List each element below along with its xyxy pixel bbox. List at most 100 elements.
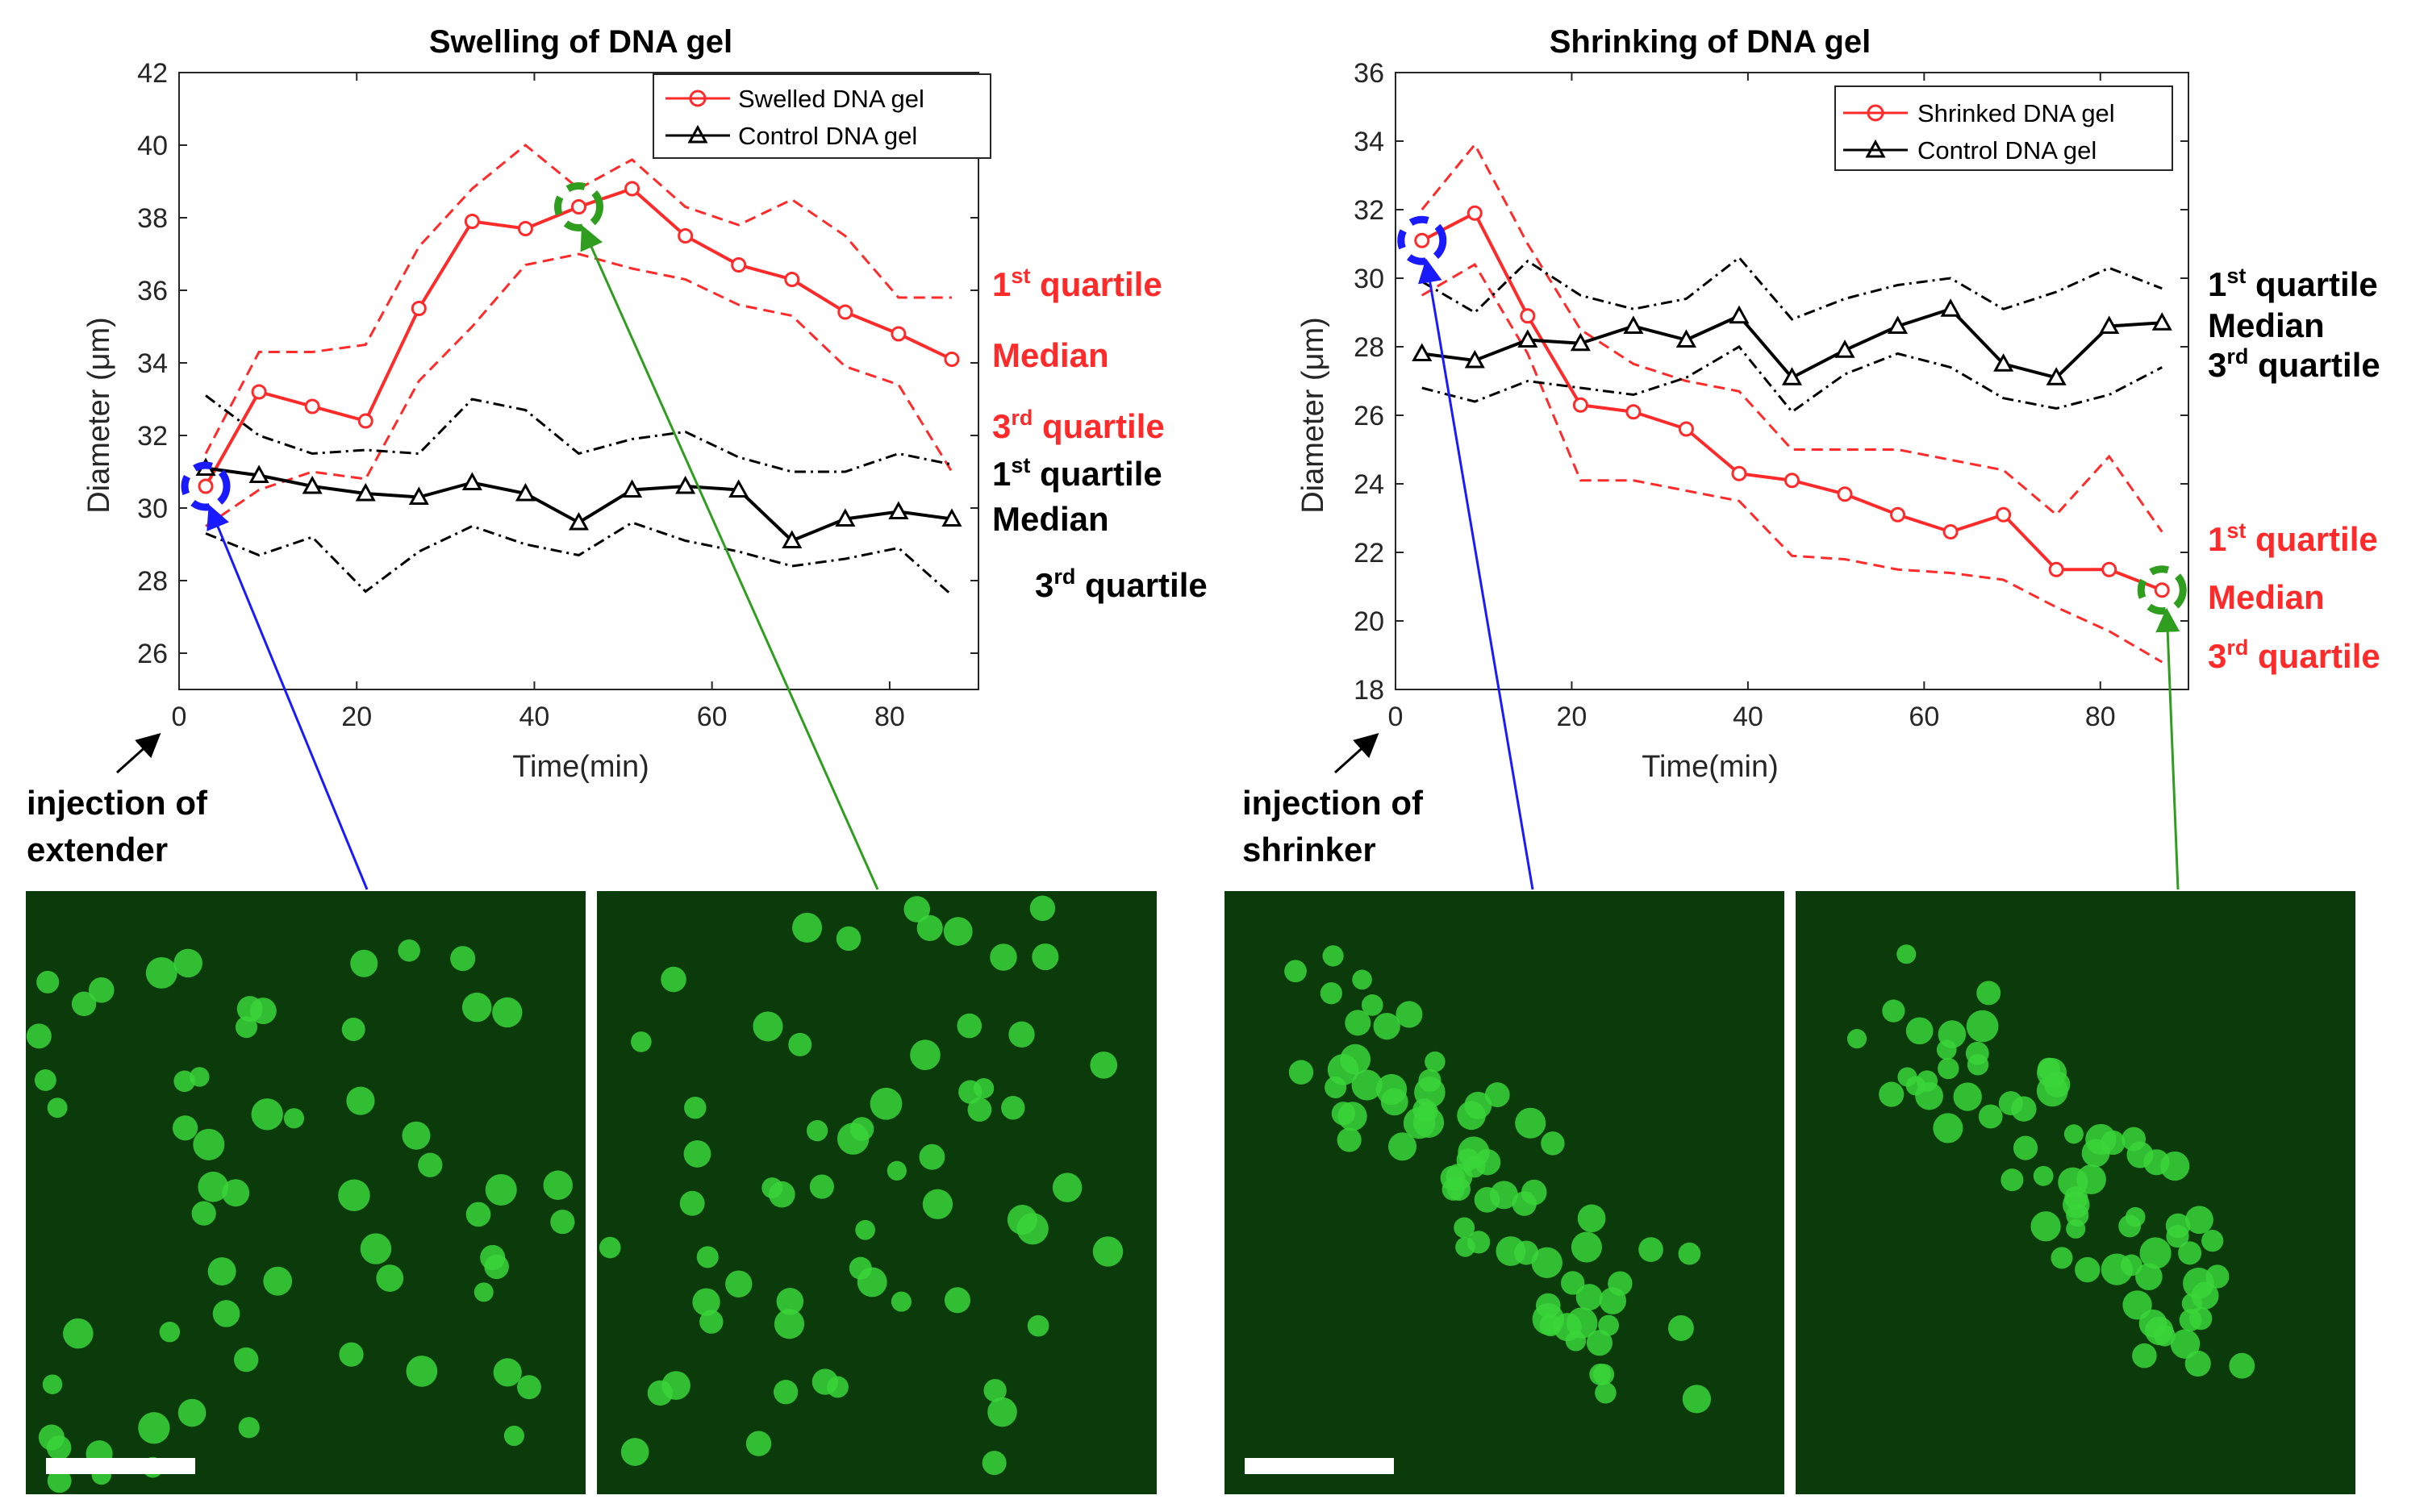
micrograph-bead (1953, 1082, 1982, 1111)
swelling-series-swelled-1st-quartile (204, 144, 952, 455)
micrograph-swelling-end (597, 891, 1157, 1494)
swelling-series-swelled-dna-gel-point (198, 478, 214, 494)
micrograph-bead (620, 1438, 649, 1466)
micrograph-bead (1586, 1330, 1613, 1356)
micrograph-bead (1425, 1051, 1446, 1073)
shrinking-series-shrinked-dna-gel-point (2154, 582, 2170, 598)
micrograph-bead (2145, 1316, 2174, 1346)
micrograph-bead (418, 1152, 443, 1177)
shrinking-series-shrinked-dna-gel-point (1731, 465, 1747, 481)
micrograph-bead (1418, 1068, 1441, 1092)
micrograph-bead (1595, 1381, 1617, 1404)
shrinking-black-median-label: Median (2208, 306, 2325, 344)
micrograph-bead (922, 1189, 953, 1219)
swelling-y-tick-label: 32 (137, 421, 168, 452)
swelling-chart: Swelling of DNA gel 0 20 40 60 80 26 28 30 32 34 3… (27, 24, 1208, 868)
micrograph-row (26, 891, 2355, 1494)
micrograph-bead (647, 1380, 674, 1406)
swelling-black-third-quartile-label: 3rd quartile (1035, 564, 1208, 604)
micrograph-bead (982, 1451, 1007, 1476)
micrograph-bead (1521, 1179, 1547, 1206)
swelling-series-control-dna-gel-point (408, 486, 429, 505)
micrograph-bead (1090, 1051, 1118, 1079)
micrograph-bead (983, 1379, 1007, 1402)
micrograph-bead (2189, 1306, 2213, 1331)
swelling-injection-arrow (115, 732, 161, 774)
micrograph-bead (406, 1356, 438, 1387)
micrograph-bead (1474, 1149, 1501, 1176)
swelling-injection-text-1: injection of (27, 784, 208, 822)
shrinking-y-tick-label: 30 (1354, 264, 1384, 294)
shrinking-series-control-dna-gel-point (2099, 315, 2120, 334)
shrinking-y-tick-label: 36 (1354, 58, 1384, 89)
micrograph-bead (699, 1310, 724, 1334)
micrograph-bead (173, 1070, 196, 1093)
micrograph-bead (811, 1368, 839, 1395)
swelling-black-median-label: Median (992, 500, 1109, 538)
micrograph-bead (891, 1291, 912, 1312)
micrograph-bead (1515, 1107, 1546, 1139)
swelling-start-connector (207, 504, 369, 890)
micrograph-bead (683, 1139, 711, 1168)
swelling-plot-area: 0 20 40 60 80 26 28 30 32 34 36 38 40 42 (137, 58, 979, 732)
shrinking-series-shrinked-dna-gel-point (2101, 561, 2117, 577)
micrograph-bead (249, 998, 277, 1024)
micrograph-bead (492, 997, 523, 1028)
micrograph-bead (71, 991, 97, 1017)
micrograph-bead (692, 1288, 720, 1316)
micrograph-bead (1936, 1039, 1957, 1060)
swelling-series-swelled-dna-gel-point (304, 398, 320, 414)
shrinking-x-tick-label: 60 (1909, 702, 1939, 732)
micrograph-bead (2011, 1096, 2037, 1122)
micrograph-bead (753, 1011, 783, 1042)
micrograph-bead (599, 1236, 621, 1259)
shrinking-injection-arrow (1333, 732, 1379, 774)
micrograph-bead (1092, 1236, 1124, 1267)
swelling-chart-title: Swelling of DNA gel (429, 24, 732, 60)
micrograph-bead (2170, 1329, 2201, 1359)
micrograph-bead (173, 948, 202, 978)
micrograph-bead (1571, 1231, 1602, 1263)
micrograph-bead (903, 896, 930, 923)
micrograph-bead (887, 1160, 907, 1181)
micrograph-bead (967, 1098, 992, 1122)
micrograph-bead (2075, 1256, 2101, 1283)
micrograph-bead (346, 1086, 375, 1115)
shrinking-y-tick-label: 26 (1354, 401, 1384, 431)
micrograph-bead (484, 1254, 509, 1280)
swelling-series-swelled-dna-gel-point (784, 272, 800, 287)
shrinking-series-shrinked-dna-gel-point (1414, 232, 1430, 248)
shrinking-chart-title: Shrinking of DNA gel (1550, 24, 1871, 60)
shrinking-x-tick-label: 80 (2085, 702, 2116, 732)
micrograph-bead (1638, 1237, 1663, 1262)
connector-arrows (207, 225, 2180, 890)
micrograph-bead (1337, 1127, 1362, 1152)
micrograph-bead (1284, 960, 1307, 983)
micrograph-bead (2051, 1247, 2073, 1269)
shrinking-series-control-dna-gel-point (1517, 329, 1538, 348)
micrograph-bead (461, 992, 492, 1023)
swelling-series-control-3rd-quartile (205, 521, 953, 597)
micrograph-bead (849, 1117, 874, 1141)
micrograph-bead (2030, 1211, 2061, 1242)
shrinking-series-shrinked-dna-gel-point (1890, 506, 1906, 523)
micrograph-bead (145, 956, 177, 989)
micrograph-bead (1532, 1303, 1565, 1335)
micrograph-bead (398, 939, 420, 962)
micrograph-bead (212, 1300, 240, 1327)
micrograph-bead (1454, 1217, 1475, 1239)
micrograph-bead (1337, 1102, 1367, 1131)
micrograph-shrinking-end (1796, 891, 2355, 1494)
micrograph-bead (696, 1246, 719, 1268)
swelling-series-swelled-dna-gel-point (517, 221, 533, 236)
micrograph-bead (836, 926, 862, 952)
swelling-series-swelled-dna-gel-point (678, 228, 694, 244)
micrograph-bead (2135, 1263, 2163, 1291)
shrinking-chart: Shrinking of DNA gel 0 20 40 60 80 18 20 22 24 26… (1242, 24, 2380, 868)
shrinking-series-control-1st-quartile (1421, 256, 2163, 321)
micrograph-bead (1373, 1012, 1400, 1040)
micrograph-bead (1965, 1041, 1989, 1065)
shrinking-legend-marker-shrinked (1867, 104, 1884, 122)
micrograph-bead (485, 1173, 517, 1206)
micrograph-bead (1474, 1187, 1500, 1213)
